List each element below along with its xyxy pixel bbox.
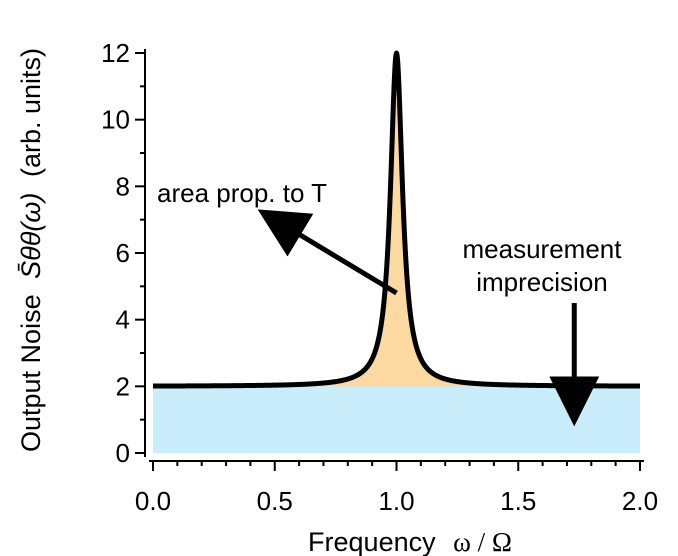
x-axis-ticks: 0.0 0.5 1.0 1.5 2.0 <box>135 461 658 516</box>
y-axis-title-label: Output Noise <box>16 294 46 452</box>
y-tick-label: 10 <box>101 105 130 135</box>
axes: 0 2 4 6 8 10 12 0.0 0.5 1.0 1.5 2.0 <box>101 38 658 516</box>
annotation-area-arrow <box>257 209 398 296</box>
x-tick-label: 1.0 <box>378 486 414 516</box>
annotation-measurement-imprecision: measurement imprecision <box>463 234 623 427</box>
y-tick-label: 8 <box>116 171 130 201</box>
x-tick-label: 0.5 <box>257 486 293 516</box>
annotation-area-prop-to-t: area prop. to T <box>157 178 398 296</box>
x-axis-title-symbol: ω / Ω <box>453 527 512 556</box>
y-axis-title-symbol: S̄θθ(ω) <box>16 193 46 279</box>
y-axis-title: Output Noise S̄θθ(ω) (arb. units) <box>16 48 46 452</box>
measurement-imprecision-area <box>153 386 640 453</box>
y-tick-label: 6 <box>116 238 130 268</box>
y-tick-label: 2 <box>116 371 130 401</box>
annotation-measurement-line2: imprecision <box>476 267 608 297</box>
x-tick-label: 0.0 <box>135 486 171 516</box>
x-axis-title: Frequency ω / Ω <box>308 527 512 556</box>
y-tick-label: 12 <box>101 38 130 68</box>
x-tick-label: 1.5 <box>500 486 536 516</box>
x-axis-title-label: Frequency <box>308 527 436 556</box>
area-fills <box>153 53 640 453</box>
y-axis-title-units: (arb. units) <box>16 48 46 177</box>
annotation-measurement-line1: measurement <box>463 234 623 264</box>
y-tick-label: 0 <box>116 438 130 468</box>
thermal-peak-area <box>153 53 640 387</box>
annotation-area-text: area prop. to T <box>157 178 327 208</box>
y-tick-label: 4 <box>116 305 130 335</box>
y-axis-ticks: 0 2 4 6 8 10 12 <box>101 38 145 468</box>
x-tick-label: 2.0 <box>622 486 658 516</box>
